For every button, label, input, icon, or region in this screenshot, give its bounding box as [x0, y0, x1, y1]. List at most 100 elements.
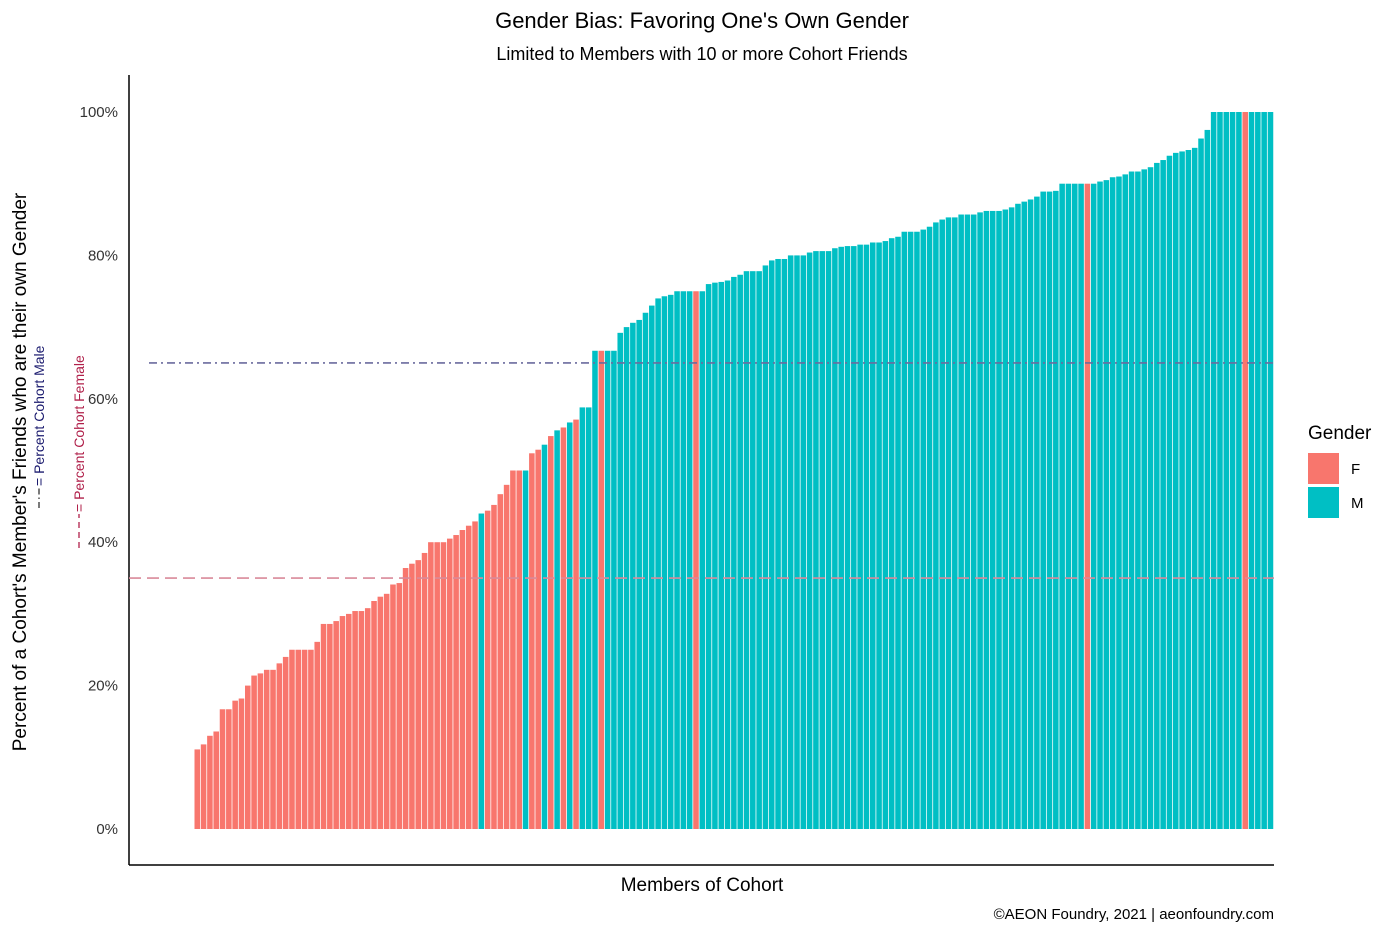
- bar-male: [630, 322, 636, 829]
- bar-male: [1198, 138, 1204, 829]
- bar-female: [465, 525, 472, 829]
- bar-male: [1053, 190, 1059, 829]
- bar-male: [1040, 191, 1046, 830]
- bar-male: [674, 291, 680, 829]
- bar-female: [257, 673, 264, 829]
- bar-female: [497, 494, 504, 829]
- bar-female: [371, 600, 377, 829]
- bar-male: [806, 252, 813, 829]
- bar-female: [263, 669, 270, 829]
- bar-female: [421, 552, 428, 829]
- bar-female: [453, 535, 459, 829]
- legend-title: Gender: [1308, 423, 1372, 444]
- bar-male: [1185, 150, 1192, 829]
- bar-male: [541, 444, 548, 829]
- bar-female: [232, 700, 238, 829]
- bar-male: [756, 271, 762, 829]
- bar-female: [440, 542, 447, 829]
- bar-male: [1236, 112, 1242, 829]
- bar-female: [364, 608, 371, 829]
- bar-male: [1059, 183, 1065, 829]
- bar-male: [977, 212, 983, 829]
- bar-male: [1141, 169, 1147, 830]
- chart-subtitle: Limited to Members with 10 or more Cohor…: [496, 44, 907, 64]
- bar-male: [1154, 162, 1160, 829]
- bar-male: [592, 350, 598, 829]
- bar-male: [907, 231, 914, 830]
- bar-male: [1267, 112, 1274, 829]
- bar-female: [333, 621, 339, 829]
- bar-male: [857, 244, 863, 829]
- bar-male: [750, 271, 756, 829]
- bar-male: [642, 312, 649, 829]
- bar-female: [548, 436, 554, 829]
- bar-male: [1210, 112, 1217, 829]
- bar-female: [327, 623, 333, 829]
- bar-male: [787, 255, 794, 829]
- bar-female: [510, 470, 516, 829]
- bar-male: [680, 291, 687, 829]
- bar-male: [1034, 196, 1040, 830]
- bar-male: [781, 258, 788, 829]
- bar-male: [718, 281, 725, 829]
- bar-male: [1229, 112, 1236, 829]
- bar-female: [320, 623, 327, 829]
- bar-male: [876, 242, 882, 830]
- bar-male: [579, 407, 586, 829]
- bar-male: [649, 305, 655, 830]
- bar-male: [888, 238, 895, 829]
- bar-female: [377, 596, 384, 829]
- bar-male: [933, 222, 939, 830]
- bar-male: [1261, 112, 1267, 829]
- bar-female: [226, 709, 232, 829]
- y-tick-label: 40%: [88, 534, 118, 551]
- bar-female: [503, 484, 510, 829]
- bar-male: [522, 470, 529, 829]
- bar-female: [219, 709, 226, 829]
- bar-female: [352, 611, 358, 829]
- y-tick-label: 80%: [88, 247, 118, 264]
- bar-female: [358, 611, 365, 829]
- reference-lines: [129, 362, 1274, 579]
- bar-female: [213, 731, 219, 829]
- bar-female: [251, 675, 257, 829]
- bar-male: [724, 280, 731, 829]
- bar-female: [295, 649, 302, 829]
- y-tick-label: 0%: [96, 821, 118, 838]
- bar-female: [484, 510, 491, 829]
- bar-male: [832, 248, 838, 830]
- y-tick-label: 100%: [80, 104, 118, 121]
- bar-male: [743, 271, 750, 829]
- bar-female: [598, 350, 605, 829]
- bar-female: [434, 542, 440, 829]
- bar-male: [952, 217, 958, 829]
- bar-female: [346, 613, 352, 829]
- bar-male: [1008, 207, 1015, 830]
- bar-female: [415, 560, 422, 830]
- bar-male: [838, 246, 844, 830]
- bar-male: [1128, 171, 1135, 829]
- legend: Gender F M: [1308, 423, 1372, 518]
- bar-male: [1097, 181, 1103, 830]
- bar-female: [245, 685, 251, 829]
- bar-female: [573, 419, 579, 829]
- bar-male: [1204, 129, 1211, 829]
- bar-female: [409, 563, 415, 829]
- bar-male: [617, 332, 624, 829]
- bar-male: [1217, 112, 1223, 829]
- bar-male: [996, 210, 1002, 829]
- bar-male: [895, 236, 901, 829]
- bar-male: [1255, 112, 1261, 829]
- chart-title: Gender Bias: Favoring One's Own Gender: [495, 8, 909, 33]
- bar-female: [402, 568, 409, 829]
- bar-male: [705, 284, 712, 830]
- bar-male: [844, 246, 851, 829]
- bar-female: [301, 649, 308, 829]
- male-ref-note: = Percent Cohort Male: [31, 345, 47, 508]
- bar-female: [472, 521, 478, 829]
- bar-male: [762, 265, 769, 829]
- bar-male: [1027, 199, 1034, 830]
- bar-male: [882, 241, 889, 829]
- female-ref-note: = Percent Cohort Female: [71, 355, 87, 548]
